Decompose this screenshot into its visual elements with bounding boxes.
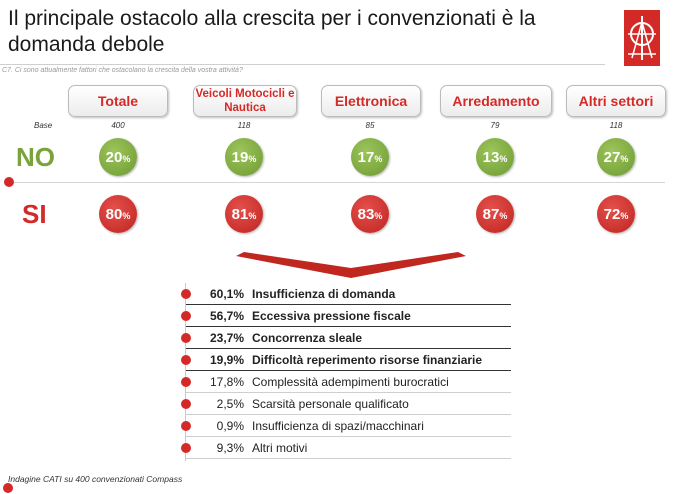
compass-logo-icon [624,10,660,66]
list-item: 9,3% Altri motivi [181,437,511,459]
list-item: 0,9% Insufficienza di spazi/macchinari [181,415,511,437]
list-item: 17,8% Complessità adempimenti burocratic… [181,371,511,393]
category-arredamento: Arredamento [440,85,552,117]
si-value-totale: 80% [99,195,137,233]
category-elettronica: Elettronica [321,85,421,117]
no-row-label: NO [16,142,55,172]
base-elettronica: 85 [365,121,375,130]
category-altri-settori: Altri settori [566,85,666,117]
list-item: 23,7% Concorrenza sleale [181,327,511,349]
si-value-elettronica: 83% [351,195,389,233]
base-totale: 400 [111,121,125,130]
no-value-elettronica: 17% [351,138,389,176]
base-arredamento: 79 [490,121,500,130]
chevron-down-icon [236,252,466,278]
no-value-altri-settori: 27% [597,138,635,176]
row-divider [10,182,665,183]
no-value-veicoli: 19% [225,138,263,176]
footnote: Indagine CATI su 400 convenzionati Compa… [8,474,183,484]
list-item: 19,9% Difficoltà reperimento risorse fin… [181,349,511,371]
category-totale: Totale [68,85,168,117]
page-title: Il principale ostacolo alla crescita per… [8,7,536,56]
bullet-icon [181,399,191,409]
base-label: Base [34,121,53,130]
si-row-label: SI [22,199,47,229]
title-divider [0,64,605,65]
bullet-icon [181,311,191,321]
si-value-altri-settori: 72% [597,195,635,233]
base-veicoli: 118 [237,121,251,130]
list-item: 60,1% Insufficienza di domanda [181,283,511,305]
list-item: 56,7% Eccessiva pressione fiscale [181,305,511,327]
bullet-icon [181,377,191,387]
footer-bullet-icon [3,483,13,493]
divider-bullet-icon [4,177,14,187]
si-value-veicoli: 81% [225,195,263,233]
bullet-icon [181,355,191,365]
question-text: C7. Ci sono attualmente fattori che osta… [2,67,243,74]
bullet-icon [181,289,191,299]
list-item: 2,5% Scarsità personale qualificato [181,393,511,415]
base-altri-settori: 118 [609,121,623,130]
si-value-arredamento: 87% [476,195,514,233]
no-value-totale: 20% [99,138,137,176]
bullet-icon [181,421,191,431]
reasons-list: 60,1% Insufficienza di domanda 56,7% Ecc… [181,283,511,461]
category-veicoli: Veicoli Motocicli e Nautica [193,85,297,117]
bullet-icon [181,443,191,453]
bullet-icon [181,333,191,343]
no-value-arredamento: 13% [476,138,514,176]
